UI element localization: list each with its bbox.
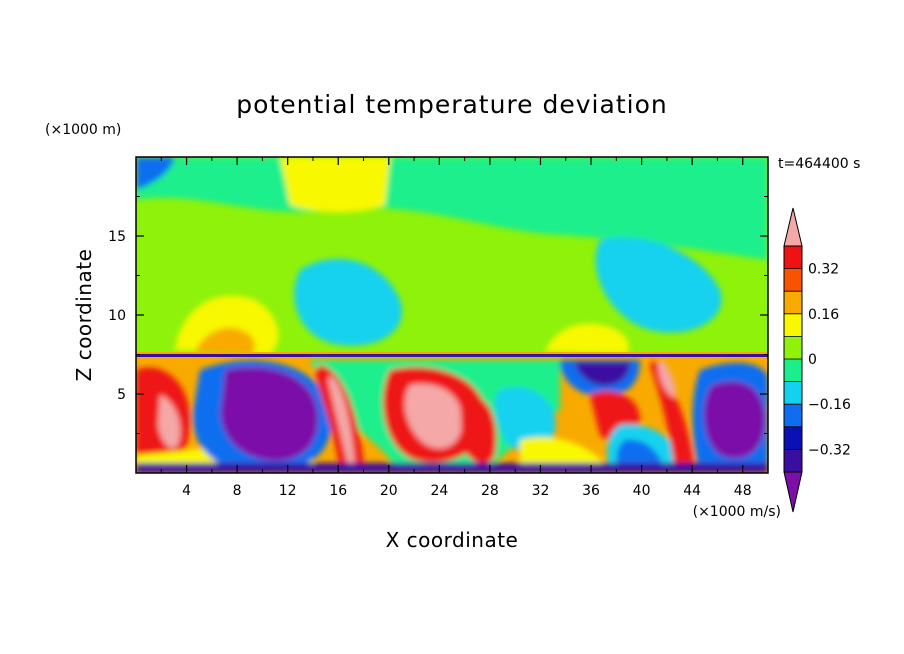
colorbar-swatch xyxy=(784,359,802,382)
far-right-purple xyxy=(703,381,765,459)
y-axis-label: Z coordinate xyxy=(72,249,96,382)
streak-pink xyxy=(328,375,355,465)
x-axis-label: X coordinate xyxy=(386,528,519,552)
colorbar-swatch xyxy=(784,426,802,450)
chart-title: potential temperature deviation xyxy=(236,90,667,119)
y-unit-label: (×1000 m) xyxy=(45,122,121,138)
time-label: t=464400 s xyxy=(778,156,860,172)
colorbar-swatch xyxy=(784,381,802,405)
x-tick-label: 20 xyxy=(380,483,398,499)
upper-orange-left xyxy=(195,327,255,354)
x-tick-label: 48 xyxy=(734,483,752,499)
colorbar-tick-label: 0 xyxy=(808,352,817,368)
y-tick-label: 5 xyxy=(117,387,126,403)
colorbar-min-extend xyxy=(783,471,803,513)
colorbar-swatch xyxy=(784,449,802,472)
y-tick-label: 15 xyxy=(108,229,126,245)
colorbar-swatch xyxy=(784,291,802,314)
x-tick-label: 28 xyxy=(481,483,499,499)
upper-blue-corner xyxy=(136,157,175,190)
colorbar-tick-label: 0.32 xyxy=(808,262,839,278)
x-axis: 4 8 12 16 20 24 28 32 36 40 44 48 xyxy=(160,157,752,499)
streaks-pink-right xyxy=(658,360,676,398)
y-tick-label: 10 xyxy=(108,308,126,324)
colorbar-swatch xyxy=(784,336,802,359)
colorbar: 0.32 0.16 0 −0.16 −0.32 xyxy=(783,207,851,513)
right-navy xyxy=(575,362,630,386)
colorbar-tick-label: −0.32 xyxy=(808,442,851,458)
x-tick-label: 4 xyxy=(182,483,191,499)
tropopause-line xyxy=(136,354,768,357)
colorbar-swatch xyxy=(784,313,802,337)
lower-cyan-a xyxy=(494,387,556,453)
x-tick-label: 32 xyxy=(532,483,550,499)
x-tick-label: 12 xyxy=(279,483,297,499)
upper-yellow-right xyxy=(545,323,629,354)
y-axis: 5 10 15 xyxy=(108,196,768,434)
x-tick-label: 24 xyxy=(430,483,448,499)
eddy-pink xyxy=(404,384,463,449)
colorbar-tick-label: −0.16 xyxy=(808,397,851,413)
bottom-navy xyxy=(136,463,768,473)
x-tick-label: 44 xyxy=(683,483,701,499)
colorbar-swatch xyxy=(784,246,802,269)
upper-patch-a xyxy=(294,258,402,346)
x-tick-label: 36 xyxy=(582,483,600,499)
eddy-red-b xyxy=(460,394,497,464)
x-tick-label: 8 xyxy=(233,483,242,499)
x-unit-label: (×1000 m/s) xyxy=(693,504,781,520)
upper-yellow-top xyxy=(280,157,390,213)
streaks-red-right xyxy=(650,360,695,473)
colorbar-max-extend xyxy=(783,207,803,247)
x-tick-label: 40 xyxy=(633,483,651,499)
upper-patch-b xyxy=(595,237,722,333)
heatmap-field xyxy=(136,157,768,473)
colorbar-tick-label: 0.16 xyxy=(808,307,839,323)
x-tick-label: 16 xyxy=(329,483,347,499)
vortex-purple xyxy=(220,367,319,461)
colorbar-swatch xyxy=(784,268,802,292)
colorbar-swatch xyxy=(784,404,802,427)
lower-pink-left xyxy=(158,395,181,449)
